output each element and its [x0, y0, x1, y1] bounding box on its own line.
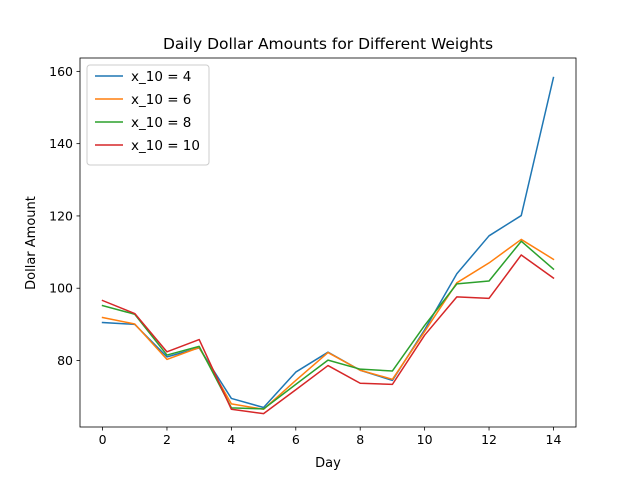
y-tick-label: 140 — [49, 136, 73, 151]
series-line-4 — [101, 254, 555, 415]
y-tick-label: 100 — [49, 281, 73, 296]
series-line-2 — [101, 238, 555, 411]
y-tick-label: 120 — [49, 208, 73, 223]
y-tick-label: 160 — [49, 64, 73, 79]
x-tick-label: 4 — [227, 432, 235, 447]
plot-frame — [79, 57, 577, 428]
plot-area: 0 2 4 6 8 10 12 14 80 100 120 140 160 x_10 = 4 x_10 = … — [49, 57, 577, 447]
y-axis-label: Dollar Amount — [24, 196, 39, 290]
x-tick-label: 12 — [481, 432, 497, 447]
legend-label-1: x_10 = 4 — [131, 69, 191, 85]
series-line-3 — [101, 240, 555, 410]
legend-label-2: x_10 = 6 — [131, 92, 191, 108]
chart-title: Daily Dollar Amounts for Different Weigh… — [163, 35, 493, 53]
legend-label-4: x_10 = 10 — [131, 138, 200, 154]
legend-label-3: x_10 = 8 — [131, 115, 191, 131]
legend-box — [86, 64, 210, 166]
x-tick-label: 14 — [546, 432, 562, 447]
x-tick-label: 6 — [292, 432, 300, 447]
x-tick-label: 8 — [356, 432, 364, 447]
x-axis-label: Day — [315, 456, 341, 471]
x-tick-label: 2 — [163, 432, 171, 447]
y-tick-label: 80 — [57, 353, 73, 368]
x-tick-label: 10 — [417, 432, 433, 447]
x-tick-label: 0 — [99, 432, 107, 447]
